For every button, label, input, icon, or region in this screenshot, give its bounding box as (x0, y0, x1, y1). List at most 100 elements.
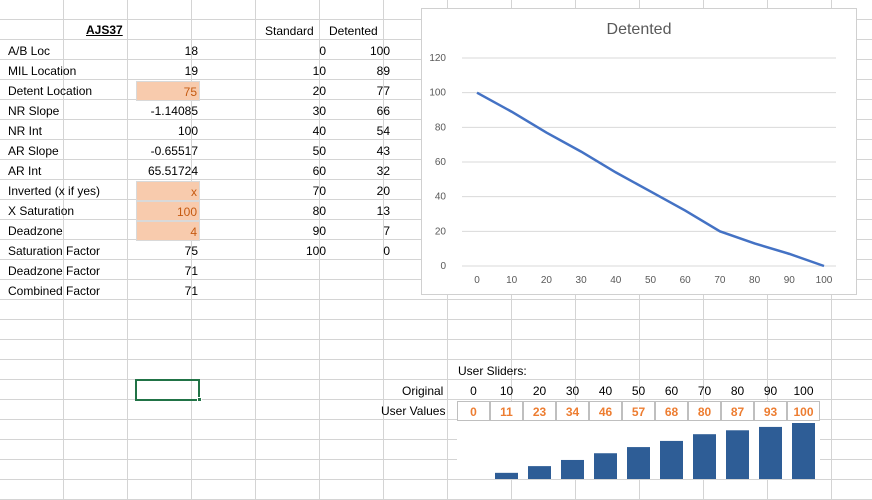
user-value[interactable]: 68 (655, 401, 688, 421)
user-value[interactable]: 100 (787, 401, 820, 421)
original-value[interactable]: 30 (565, 384, 580, 398)
original-value[interactable]: 40 (598, 384, 613, 398)
original-value[interactable]: 70 (697, 384, 712, 398)
param-value[interactable]: 71 (184, 284, 198, 298)
user-values-label: User Values (381, 404, 446, 418)
detented-value[interactable]: 13 (376, 204, 390, 218)
x-tick-label: 10 (506, 275, 518, 286)
x-tick-label: 60 (680, 275, 692, 286)
param-value[interactable]: 19 (184, 64, 198, 78)
param-label[interactable]: Combined Factor (8, 284, 101, 298)
x-tick-label: 30 (576, 275, 588, 286)
user-value-bar (660, 440, 683, 479)
param-label[interactable]: A/B Loc (8, 44, 51, 58)
detented-chart[interactable]: Detented 0 20 40 60 80 100 120 0 10 20 30 40 50 60 70 8… (421, 8, 857, 295)
user-value-bar (759, 426, 782, 479)
y-tick-label: 0 (440, 261, 446, 272)
param-value[interactable]: x (136, 181, 200, 201)
original-value[interactable]: 10 (499, 384, 514, 398)
param-label[interactable]: NR Slope (8, 104, 60, 118)
standard-value[interactable]: 80 (312, 204, 326, 218)
user-value-bar (792, 423, 815, 479)
original-value[interactable]: 80 (730, 384, 745, 398)
param-label[interactable]: AR Int (8, 164, 42, 178)
param-label[interactable]: Inverted (x if yes) (8, 184, 101, 198)
original-value[interactable]: 60 (664, 384, 679, 398)
user-sliders-title: User Sliders: (458, 364, 527, 378)
param-label[interactable]: MIL Location (8, 64, 77, 78)
param-value[interactable]: -1.14085 (150, 104, 198, 118)
user-value-bar (726, 430, 749, 479)
param-label[interactable]: Deadzone (8, 224, 63, 238)
x-tick-label: 70 (714, 275, 726, 286)
detented-value[interactable]: 0 (383, 244, 390, 258)
param-value[interactable]: -0.65517 (150, 144, 198, 158)
param-label[interactable]: NR Int (8, 124, 43, 138)
user-value[interactable]: 87 (721, 401, 754, 421)
user-value[interactable]: 80 (688, 401, 721, 421)
x-tick-label: 0 (474, 275, 480, 286)
fill-handle[interactable] (197, 397, 202, 402)
detented-value[interactable]: 100 (369, 44, 390, 58)
header-detented: Detented (329, 24, 378, 38)
selected-cell[interactable] (135, 379, 200, 401)
param-label[interactable]: Deadzone Factor (8, 264, 101, 278)
user-value[interactable]: 34 (556, 401, 589, 421)
detented-value[interactable]: 7 (383, 224, 390, 238)
detented-value[interactable]: 54 (376, 124, 390, 138)
user-value[interactable]: 23 (523, 401, 556, 421)
standard-value[interactable]: 20 (312, 84, 326, 98)
user-value-bar (528, 466, 551, 479)
standard-value[interactable]: 30 (312, 104, 326, 118)
user-values-bar-chart (457, 421, 820, 479)
x-tick-label: 40 (610, 275, 622, 286)
standard-value[interactable]: 10 (312, 64, 326, 78)
detented-value[interactable]: 43 (376, 144, 390, 158)
y-tick-label: 20 (435, 226, 447, 237)
detented-series-line (476, 91, 825, 268)
param-value[interactable]: 75 (184, 244, 198, 258)
param-value[interactable]: 18 (184, 44, 198, 58)
user-value[interactable]: 0 (457, 401, 490, 421)
standard-value[interactable]: 100 (305, 244, 326, 258)
param-value[interactable]: 65.51724 (147, 164, 198, 178)
standard-value[interactable]: 90 (312, 224, 326, 238)
standard-value[interactable]: 40 (312, 124, 326, 138)
original-label: Original (402, 384, 444, 398)
user-value[interactable]: 46 (589, 401, 622, 421)
standard-value[interactable]: 50 (312, 144, 326, 158)
user-values-row (457, 401, 820, 421)
detented-value[interactable]: 20 (376, 184, 390, 198)
standard-value[interactable]: 0 (319, 44, 326, 58)
original-value[interactable]: 0 (470, 384, 477, 398)
sheet-title: AJS37 (86, 23, 123, 37)
param-label[interactable]: Detent Location (8, 84, 93, 98)
y-tick-label: 120 (429, 53, 446, 64)
param-value[interactable]: 75 (136, 81, 200, 101)
user-value-bar (495, 472, 518, 479)
param-label[interactable]: AR Slope (8, 144, 59, 158)
detented-value[interactable]: 89 (376, 64, 390, 78)
user-value[interactable]: 93 (754, 401, 787, 421)
x-tick-label: 100 (816, 275, 833, 286)
original-value[interactable]: 50 (631, 384, 646, 398)
original-value[interactable]: 100 (793, 384, 814, 398)
detented-value[interactable]: 66 (376, 104, 390, 118)
detented-value[interactable]: 77 (376, 84, 390, 98)
param-value[interactable]: 100 (177, 124, 198, 138)
y-tick-label: 60 (435, 157, 447, 168)
param-value[interactable]: 4 (136, 221, 200, 241)
original-value[interactable]: 20 (532, 384, 547, 398)
standard-value[interactable]: 70 (312, 184, 326, 198)
y-tick-label: 80 (435, 122, 447, 133)
param-value[interactable]: 100 (136, 201, 200, 221)
detented-value[interactable]: 32 (376, 164, 390, 178)
header-standard: Standard (265, 24, 314, 38)
standard-value[interactable]: 60 (312, 164, 326, 178)
original-value[interactable]: 90 (763, 384, 778, 398)
user-value[interactable]: 11 (490, 401, 523, 421)
param-value[interactable]: 71 (184, 264, 198, 278)
param-label[interactable]: X Saturation (8, 204, 75, 218)
param-label[interactable]: Saturation Factor (8, 244, 101, 258)
user-value[interactable]: 57 (622, 401, 655, 421)
